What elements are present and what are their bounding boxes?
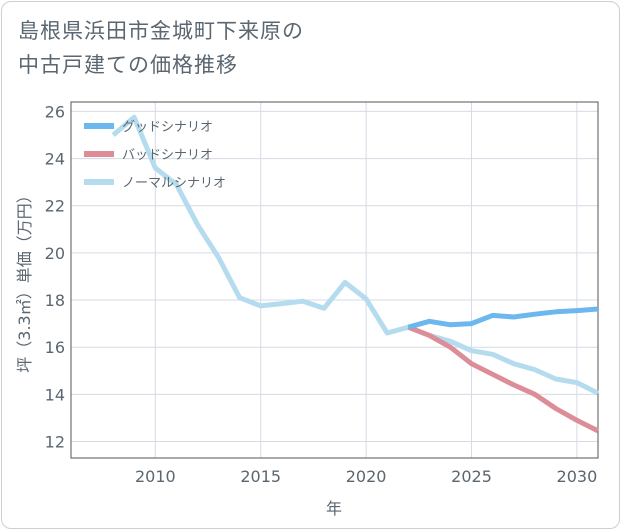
x-axis-ticks: 2010 2015 2020 2025 2030: [135, 467, 597, 486]
plot-area-frame: [70, 101, 599, 459]
chart-title: 島根県浜田市金城町下来原の 中古戸建ての価格推移: [18, 14, 304, 82]
chart-title-line-1: 島根県浜田市金城町下来原の: [18, 19, 304, 43]
y-tick-label: 14: [45, 385, 65, 404]
legend-label-1: バッドシナリオ: [122, 148, 213, 163]
y-tick-label: 12: [45, 432, 65, 451]
x-tick-label: 2020: [346, 467, 387, 486]
x-axis-label: 年: [326, 499, 342, 518]
y-tick-label: 24: [45, 150, 65, 169]
series-line-0: [407, 306, 599, 330]
legend-label-2: ノーマルシナリオ: [122, 176, 226, 191]
y-tick-label: 20: [45, 244, 65, 263]
y-axis-ticks: 12 14 16 18 20 22 24 26: [45, 102, 65, 451]
x-tick-label: 2015: [240, 467, 281, 486]
y-tick-label: 22: [45, 197, 65, 216]
series-line-1: [407, 324, 600, 434]
y-tick-label: 16: [45, 338, 65, 357]
x-tick-label: 2025: [451, 467, 492, 486]
grid-lines: [71, 102, 598, 458]
y-axis-label: 坪（3.3㎡）単価（万円）: [15, 187, 34, 372]
chart-title-line-2: 中古戸建ての価格推移: [18, 53, 238, 77]
x-tick-label: 2030: [557, 467, 598, 486]
series-lines: [111, 114, 600, 434]
y-tick-label: 26: [45, 102, 65, 121]
x-tick-label: 2010: [135, 467, 176, 486]
series-line-2: [111, 114, 600, 396]
legend-label-0: グッドシナリオ: [122, 120, 213, 135]
y-tick-label: 18: [45, 291, 65, 310]
